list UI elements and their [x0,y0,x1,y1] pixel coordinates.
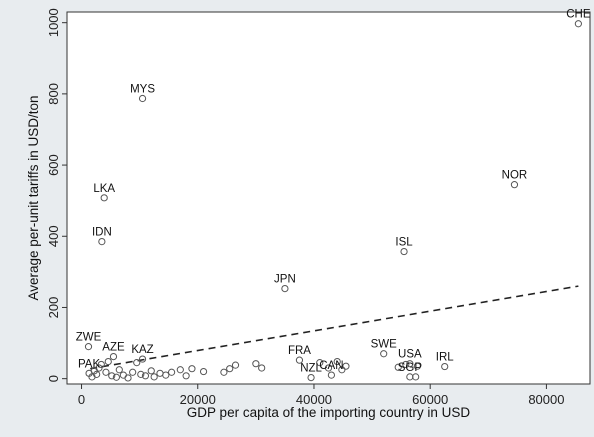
fit-line [90,285,579,370]
data-point [199,367,208,376]
data-point-idn [98,238,106,246]
data-point [220,368,228,376]
data-point [258,364,266,372]
y-axis-title: Average per-unit tariffs in USD/ton [26,95,41,300]
point-label-nzl: NZL [300,363,322,375]
data-point [129,368,137,376]
y-tick-label: 200 [46,297,61,319]
point-label-lka: LKA [93,183,115,195]
data-point [102,368,110,376]
data-point [108,372,116,380]
data-point [137,370,145,378]
point-label-fra: FRA [288,345,311,357]
data-point [182,372,190,380]
x-tick-label: 80000 [528,392,564,407]
point-label-sgp: SGP [398,362,423,374]
point-label-irl: IRL [436,352,455,364]
data-point [402,360,410,369]
data-point-mys [138,94,147,103]
data-point [147,367,155,375]
points-layer [84,20,582,382]
data-point [141,372,150,380]
x-tick-label: 20000 [180,392,216,407]
data-point [252,360,260,368]
data-point-swe [380,350,388,358]
data-point [188,365,196,373]
x-tick-label: 60000 [412,392,448,407]
data-point [124,374,132,382]
y-axis: 0 200 400 600 800 1000 [46,8,67,382]
point-label-che: CHE [566,9,591,21]
y-tick-label: 0 [46,375,61,382]
data-point-irl [441,362,449,371]
plot-area [66,11,591,385]
y-tick-label: 1000 [46,8,61,37]
data-point-lka [100,194,108,202]
data-point [316,359,324,367]
data-point [112,373,120,381]
data-point [104,357,112,366]
data-point [133,359,141,367]
data-point [162,371,170,379]
x-tick-label: 0 [78,392,85,407]
point-label-aze: AZE [102,342,125,354]
data-point-aze [109,352,118,361]
data-point [231,361,240,369]
y-tick-label: 800 [46,83,61,105]
data-point [93,370,101,378]
data-point-fra [295,356,304,364]
data-point-che [574,20,582,28]
point-label-isl: ISL [395,237,413,249]
data-point-can [327,371,336,379]
data-point [150,373,158,381]
data-point [95,364,103,372]
data-point-nor [510,181,519,189]
y-tick-label: 600 [46,154,61,176]
data-point-pak [85,369,93,377]
data-point-sgp [406,373,414,381]
data-point [168,368,176,376]
point-label-zwe: ZWE [76,332,102,344]
point-label-mys: MYS [130,84,155,96]
data-point [97,360,105,369]
x-axis: 0 20000 40000 60000 80000 [78,384,564,407]
data-point [413,362,422,370]
point-label-can: CAN [319,360,343,372]
point-label-swe: SWE [371,339,398,351]
point-label-idn: IDN [92,227,112,239]
data-point-usa [406,360,414,368]
point-label-nor: NOR [502,170,528,182]
x-tick-label: 40000 [296,392,332,407]
data-point [176,366,184,374]
data-point [338,366,346,374]
data-point [324,364,333,372]
data-point-isl [400,247,408,256]
data-point [342,362,350,370]
data-point-zwe [84,343,93,351]
x-axis-title: GDP per capita of the importing country … [187,405,471,420]
data-point-jpn [281,284,289,293]
point-label-pak: PAK [78,358,100,370]
y-tick-label: 400 [46,225,61,247]
fit-line-layer [90,285,579,370]
data-point [333,357,341,366]
data-point [226,365,234,373]
point-label-kaz: KAZ [131,344,153,356]
data-point [115,366,123,374]
point-label-jpn: JPN [274,274,296,286]
data-point-kaz [138,355,147,363]
data-point [394,363,402,371]
point-label-usa: USA [398,349,422,361]
data-point-nzl [307,373,315,382]
